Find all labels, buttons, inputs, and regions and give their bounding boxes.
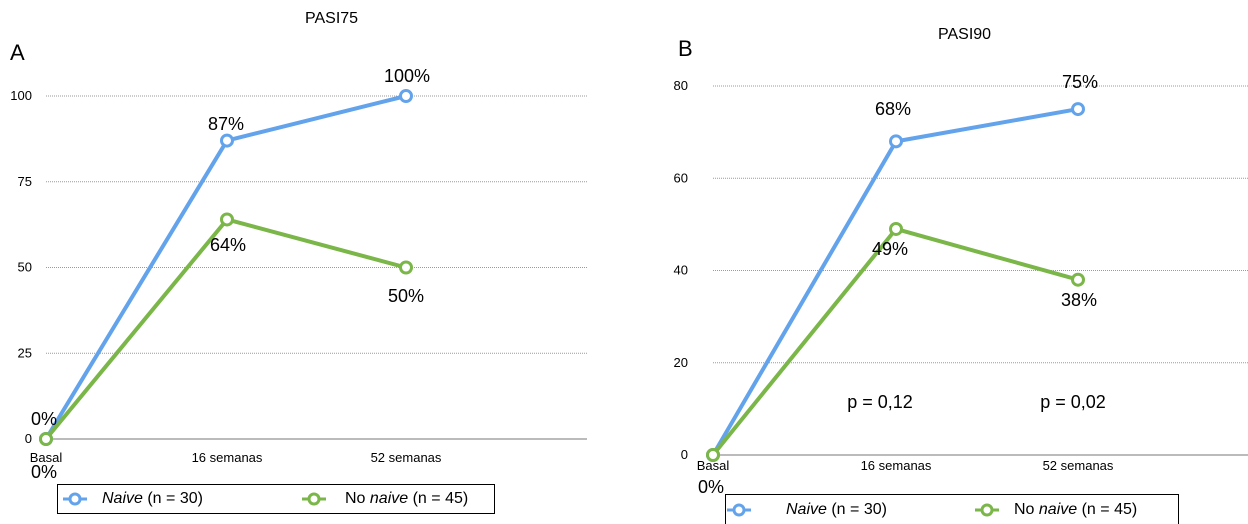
legend-label-rest: (n = 45)	[1077, 501, 1138, 518]
legend-item-naive: Naive (n = 30)	[62, 485, 203, 513]
legend-label-em: Naive	[102, 490, 143, 507]
series-line	[711, 226, 1079, 457]
x-tick-label: 52 semanas	[371, 450, 442, 465]
legend-label-pre: No	[1014, 501, 1039, 518]
data-label: 0%	[31, 409, 57, 429]
data-label: 68%	[875, 99, 911, 119]
panel-letter: B	[678, 36, 693, 61]
x-tick-label: 52 semanas	[1043, 458, 1114, 473]
y-tick-label: 75	[18, 174, 32, 189]
legend-label-em: Naive	[786, 501, 827, 518]
chart-title: PASI90	[938, 26, 992, 43]
legend-marker-icon	[727, 503, 751, 517]
data-point	[220, 133, 234, 148]
legend-item-naive: Naive (n = 30)	[726, 496, 887, 524]
y-tick-label: 80	[674, 78, 688, 93]
data-label: 87%	[208, 114, 244, 134]
chart-title: PASI75	[305, 10, 359, 27]
data-point	[889, 221, 903, 236]
data-label: 64%	[210, 235, 246, 255]
panel-letter: A	[10, 40, 25, 65]
legend-marker-icon	[975, 503, 999, 517]
data-point	[39, 432, 53, 446]
data-point	[220, 212, 234, 227]
y-tick-label: 50	[18, 260, 32, 275]
data-label: 38%	[1061, 290, 1097, 310]
data-point	[399, 89, 413, 103]
legend-label-rest: (n = 45)	[408, 490, 469, 507]
annotation-text: p = 0,02	[1040, 392, 1106, 412]
data-point	[1071, 102, 1085, 117]
y-tick-label: 20	[674, 355, 688, 370]
data-point	[399, 260, 413, 275]
y-tick-label: 25	[18, 345, 32, 360]
legend-item-no-naive: No naive (n = 45)	[301, 485, 468, 513]
x-tick-label: Basal	[697, 458, 730, 473]
data-label: 0%	[698, 477, 724, 497]
data-label: 75%	[1062, 72, 1098, 92]
y-tick-label: 100	[10, 88, 32, 103]
line-chart-a: 0 25 50 75 100 Basal 16 semanas 52 semanas 0% 87%…	[10, 66, 587, 482]
legend: Naive (n = 30) No naive (n = 45)	[57, 484, 495, 514]
legend-marker-icon	[63, 492, 87, 506]
data-point	[706, 448, 720, 462]
legend-label-rest: (n = 30)	[142, 490, 203, 507]
legend-item-no-naive: No naive (n = 45)	[974, 496, 1137, 524]
y-tick-label: 60	[674, 170, 688, 185]
legend: Naive (n = 30) No naive (n = 45)	[725, 494, 1179, 524]
data-label: 49%	[872, 239, 908, 259]
x-tick-label: Basal	[30, 450, 63, 465]
data-point	[1071, 272, 1085, 287]
legend-marker-icon	[302, 492, 326, 506]
y-tick-label: 0	[681, 447, 688, 462]
chart-panel-a: A PASI75 0 25 50 75 100 Basal 16 semanas 52 sem…	[0, 0, 620, 524]
x-tick-label: 16 semanas	[861, 458, 932, 473]
annotation-text: p = 0,12	[847, 392, 913, 412]
chart-panel-b: B PASI90 0 20 40 60 80 Basal 16 semanas 52 sema…	[624, 0, 1248, 524]
legend-label-em: naive	[1038, 501, 1078, 518]
legend-label-rest: (n = 30)	[826, 501, 887, 518]
legend-label-em: naive	[369, 490, 409, 507]
line-chart-b: 0 20 40 60 80 Basal 16 semanas 52 semanas 68% 75%…	[674, 72, 1248, 497]
y-tick-label: 40	[674, 263, 688, 278]
x-tick-label: 16 semanas	[192, 450, 263, 465]
data-point	[889, 134, 903, 149]
data-label: 50%	[388, 286, 424, 306]
legend-label-pre: No	[345, 490, 370, 507]
data-label: 0%	[31, 462, 57, 482]
data-label: 100%	[384, 66, 430, 86]
y-tick-label: 0	[25, 431, 32, 446]
